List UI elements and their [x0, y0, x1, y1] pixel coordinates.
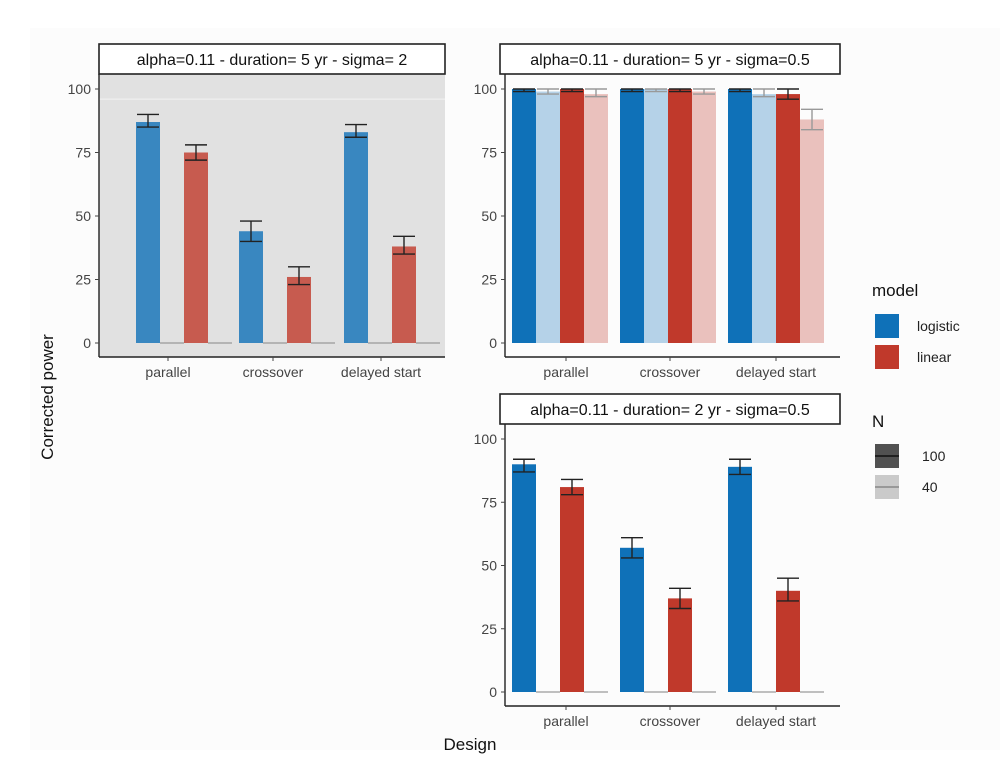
facet-title: alpha=0.11 - duration= 5 yr - sigma= 2 — [137, 52, 408, 69]
y-tick-label: 100 — [474, 431, 498, 447]
bar-logistic-n100 — [728, 466, 752, 692]
legend-n100-label: 100 — [922, 448, 946, 464]
y-tick-label: 100 — [474, 81, 498, 97]
panel-1: alpha=0.11 - duration= 5 yr - sigma= 2 0 2… — [68, 43, 446, 380]
bar-linear-n100 — [668, 89, 692, 343]
x-tick-label: crossover — [640, 713, 701, 729]
facet-strip — [499, 43, 841, 75]
y-tick-label: 25 — [75, 272, 91, 288]
bar-logistic-n40 — [536, 91, 560, 343]
y-tick-label: 50 — [481, 208, 497, 224]
legend-model: model logistic linear — [872, 281, 960, 369]
x-tick-label: parallel — [543, 364, 588, 380]
y-tick-label: 0 — [83, 335, 91, 351]
x-tick-label: delayed start — [736, 713, 816, 729]
x-tick-label: crossover — [640, 364, 701, 380]
legend-linear-label: linear — [917, 349, 952, 365]
x-tick-label: delayed start — [736, 364, 816, 380]
x-tick-label: delayed start — [341, 364, 421, 380]
legend-n: N 100 40 — [872, 412, 946, 499]
bar-logistic-n100 — [239, 231, 263, 343]
bar-linear-n100 — [776, 590, 800, 692]
legend-logistic-key — [875, 314, 899, 338]
panel-3: alpha=0.11 - duration= 2 yr - sigma=0.5 0… — [474, 393, 841, 729]
y-tick-label: 75 — [481, 145, 497, 161]
bar-logistic-n100 — [512, 89, 536, 343]
y-axis-title: Corrected power — [38, 334, 57, 460]
y-tick-label: 50 — [75, 208, 91, 224]
panels: alpha=0.11 - duration= 5 yr - sigma= 2 0 2… — [68, 43, 841, 729]
bar-linear-n100 — [668, 598, 692, 692]
y-tick-label: 75 — [481, 494, 497, 510]
bar-logistic-n100 — [136, 122, 160, 344]
bar-logistic-n100 — [344, 132, 368, 343]
facet-title: alpha=0.11 - duration= 5 yr - sigma=0.5 — [530, 52, 810, 69]
panel-2: alpha=0.11 - duration= 5 yr - sigma=0.5 0… — [474, 43, 841, 380]
x-tick-label: crossover — [243, 364, 304, 380]
bar-linear-n100 — [560, 487, 584, 692]
bar-linear-n40 — [584, 94, 608, 343]
bar-linear-n100 — [776, 94, 800, 343]
legend-model-title: model — [872, 281, 918, 300]
y-tick-label: 0 — [489, 335, 497, 351]
bar-linear-n100 — [392, 246, 416, 343]
x-tick-label: parallel — [145, 364, 190, 380]
bar-logistic-n100 — [512, 464, 536, 692]
y-tick-label: 100 — [68, 81, 92, 97]
legend-n-title: N — [872, 412, 884, 431]
legend-n40-label: 40 — [922, 479, 938, 495]
bar-linear-n100 — [560, 89, 584, 343]
legend-linear-key — [875, 345, 899, 369]
y-tick-label: 25 — [481, 621, 497, 637]
x-tick-label: parallel — [543, 713, 588, 729]
bar-linear-n100 — [287, 276, 311, 343]
bar-linear-n40 — [692, 91, 716, 343]
bar-logistic-n100 — [728, 89, 752, 343]
y-tick-label: 0 — [489, 684, 497, 700]
bar-logistic-n40 — [644, 89, 668, 343]
bar-logistic-n100 — [620, 547, 644, 692]
bar-logistic-n100 — [620, 89, 644, 343]
legend-logistic-label: logistic — [917, 318, 960, 334]
y-tick-label: 50 — [481, 558, 497, 574]
facet-strip — [499, 393, 841, 425]
y-tick-label: 25 — [481, 272, 497, 288]
x-axis-title: Design — [444, 735, 497, 754]
facet-strip — [98, 43, 446, 75]
bar-linear-n100 — [184, 152, 208, 343]
bar-linear-n40 — [800, 119, 824, 343]
bar-logistic-n40 — [752, 94, 776, 343]
facet-title: alpha=0.11 - duration= 2 yr - sigma=0.5 — [530, 402, 810, 419]
y-tick-label: 75 — [75, 145, 91, 161]
